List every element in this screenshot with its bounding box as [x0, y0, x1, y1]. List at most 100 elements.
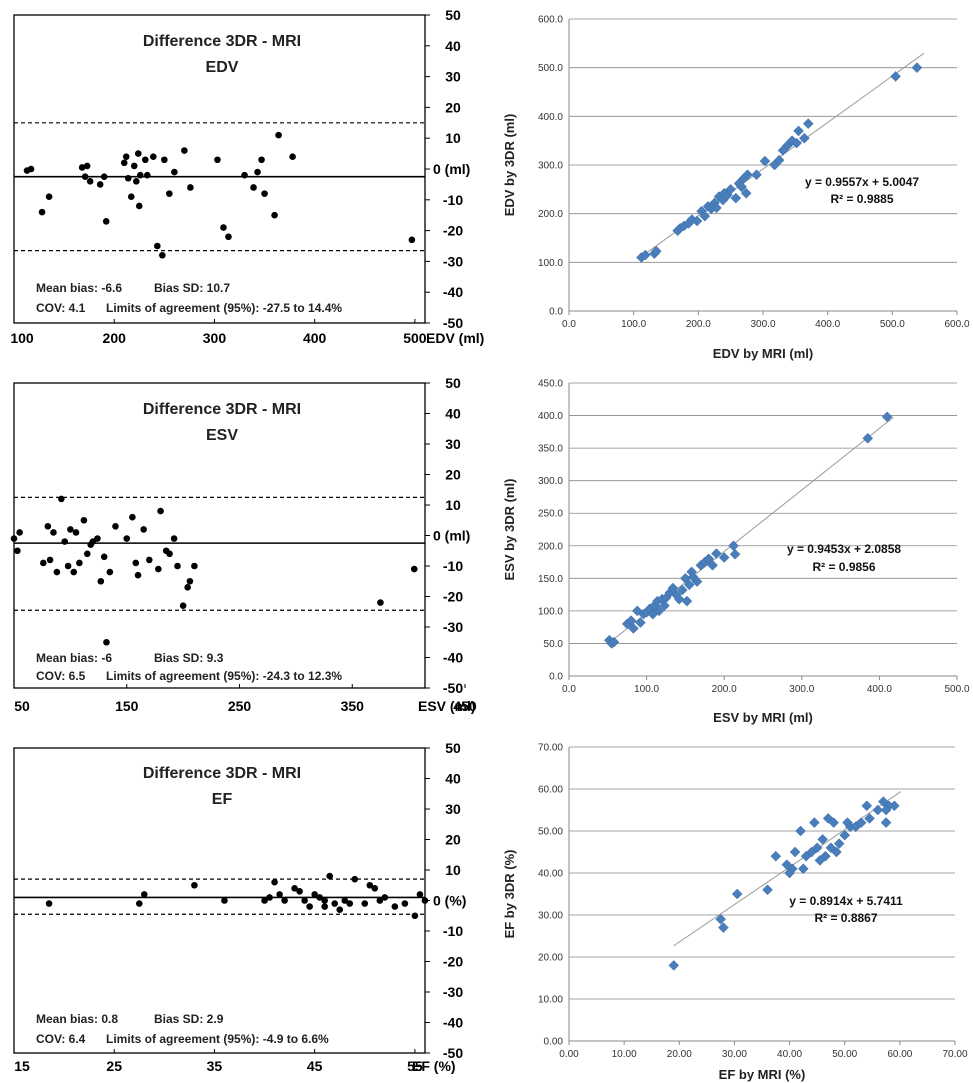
x-tick-label: 50.00: [832, 1049, 857, 1060]
y-tick-label: 20: [445, 99, 461, 115]
y-tick-label: 100.0: [538, 606, 563, 617]
data-point: [831, 846, 842, 858]
y-tick-label: 30.00: [538, 911, 563, 922]
data-point: [762, 884, 773, 896]
y-tick-label: 100.0: [538, 258, 563, 269]
data-point: [628, 623, 639, 634]
x-tick-label: 0.00: [559, 1049, 579, 1060]
data-point: [608, 636, 620, 648]
data-point: [773, 154, 785, 166]
y-tick-label: -50: [443, 1045, 463, 1061]
data-point: [880, 804, 892, 816]
data-point: [50, 529, 57, 536]
data-point: [729, 548, 741, 560]
x-tick-label: 0.0: [562, 684, 576, 695]
chart-subtitle: EDV: [206, 59, 239, 76]
y-tick-label: 0.0: [549, 307, 563, 318]
data-point: [817, 834, 829, 845]
data-point: [742, 169, 753, 181]
x-tick-label: 100.0: [621, 319, 646, 330]
data-point: [170, 535, 178, 542]
data-point: [703, 553, 715, 565]
data-point: [401, 900, 409, 907]
data-point: [411, 912, 419, 920]
x-tick-label: 200: [103, 330, 127, 346]
y-tick-label: 450.0: [538, 379, 563, 390]
y-tick-label: 400.0: [538, 112, 563, 123]
data-point: [635, 617, 646, 628]
correlation-chart-ef: 0.00 10.00 20.00 30.00 40.00 50.00 60.00 70.00 0…: [502, 743, 968, 1083]
x-tick-label: 300.0: [789, 684, 814, 695]
y-tick-label: 50.0: [544, 639, 564, 650]
y-tick-label: -10: [443, 558, 463, 574]
data-point: [134, 150, 142, 157]
x-tick-label: 55: [407, 1058, 423, 1074]
x-axis-label: EDV by MRI (ml): [713, 346, 813, 361]
data-point: [140, 891, 148, 898]
stat-limits-of-agreement: Limits of agreement (95%): -4.9 to 6.6%: [106, 1032, 329, 1046]
y-tick-label: 300.0: [538, 476, 563, 487]
stat-limits-of-agreement: Limits of agreement (95%): -27.5 to 14.4…: [106, 301, 342, 315]
data-point: [381, 894, 389, 901]
data-point: [336, 906, 344, 913]
data-point: [103, 638, 110, 646]
data-point: [289, 153, 296, 160]
x-axis-label: EF by MRI (%): [719, 1067, 806, 1082]
x-tick-label: 45: [307, 1058, 323, 1074]
data-point: [143, 171, 151, 179]
x-tick-label: 250: [228, 698, 252, 714]
data-point: [184, 584, 191, 591]
data-point: [872, 804, 884, 816]
data-point: [681, 595, 693, 607]
data-point: [659, 600, 670, 612]
data-point: [166, 550, 173, 558]
data-point: [76, 559, 83, 567]
data-point: [132, 178, 140, 185]
x-tick-label: 300: [203, 330, 227, 346]
data-point: [132, 559, 140, 567]
data-point: [890, 71, 901, 82]
y-tick-label: -10: [443, 923, 463, 939]
data-point: [100, 173, 108, 180]
data-point: [718, 922, 729, 933]
data-point: [10, 535, 18, 542]
data-point: [96, 181, 104, 188]
data-point: [136, 171, 144, 179]
x-tick-label: 35: [207, 1058, 223, 1074]
x-axis-label: ESV by MRI (ml): [713, 710, 813, 725]
data-point: [802, 118, 814, 129]
x-unit-label: EF (%): [412, 1058, 456, 1074]
data-point: [135, 900, 143, 907]
x-unit-label: ESV (ml): [418, 698, 476, 714]
data-point: [254, 168, 261, 176]
stat-bias-sd: Bias SD: 10.7: [154, 281, 230, 295]
data-point: [100, 553, 108, 561]
data-point: [70, 568, 78, 576]
data-point: [261, 897, 268, 904]
data-point: [186, 577, 194, 585]
data-point: [130, 162, 138, 170]
x-tick-label: 40.00: [777, 1049, 802, 1060]
y-tick-label: 60.00: [538, 785, 563, 796]
y-tick-label: 300.0: [538, 161, 563, 172]
y-tick-label: 70.00: [538, 743, 563, 754]
data-point: [759, 155, 771, 167]
data-point: [366, 881, 374, 889]
data-point: [72, 529, 80, 536]
data-point: [155, 565, 162, 573]
data-point: [124, 174, 132, 182]
y-tick-label: 20.00: [538, 953, 563, 964]
data-point: [861, 800, 873, 812]
x-tick-label: 50: [14, 698, 30, 714]
y-tick-label: 350.0: [538, 444, 563, 455]
data-point: [191, 562, 198, 570]
x-tick-label: 150: [115, 698, 139, 714]
data-point: [331, 900, 339, 907]
data-point: [820, 850, 831, 862]
data-point: [112, 523, 119, 530]
x-tick-label: 20.00: [667, 1049, 692, 1060]
data-point: [799, 132, 810, 144]
data-point: [141, 156, 149, 164]
y-tick-label: 20: [445, 832, 461, 848]
